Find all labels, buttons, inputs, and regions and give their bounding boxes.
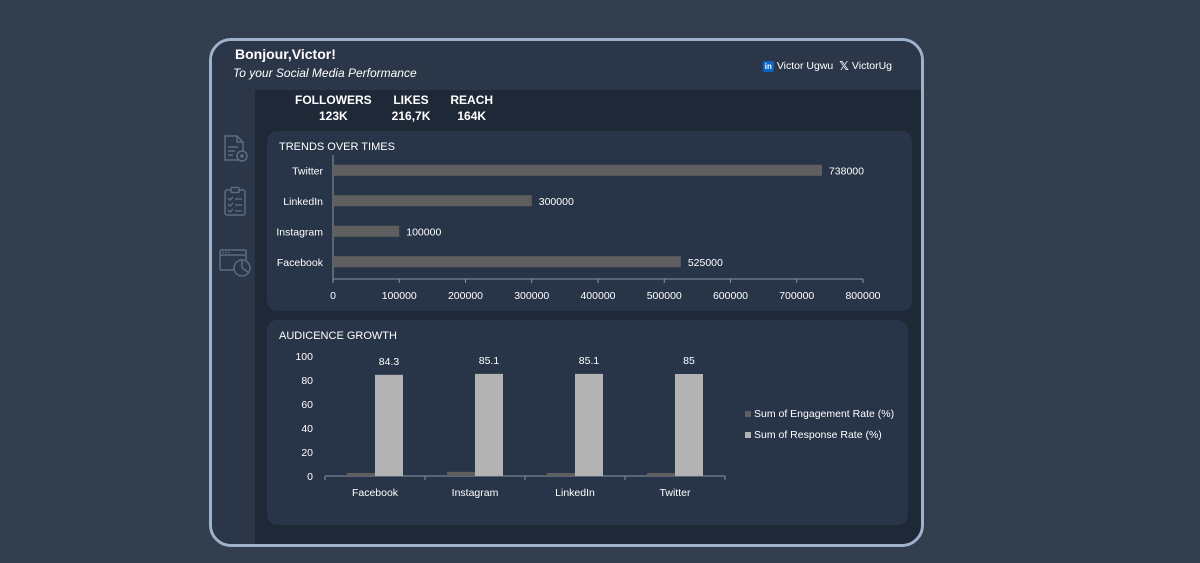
- y-tick-label: 100: [295, 351, 313, 363]
- engagement-bar: [347, 473, 375, 476]
- response-bar: [575, 373, 603, 476]
- greeting-title: Bonjour,Victor!: [235, 46, 336, 62]
- category-label: Twitter: [292, 165, 323, 177]
- x-tick-label: 100000: [382, 290, 417, 302]
- data-label: 300000: [539, 196, 574, 208]
- kpi-label: REACH: [450, 93, 494, 107]
- sidebar: [212, 90, 255, 544]
- data-label: 525000: [688, 257, 723, 269]
- engagement-bar: [647, 473, 675, 476]
- bar: [333, 195, 532, 207]
- y-tick-label: 0: [307, 471, 313, 483]
- bar: [333, 164, 822, 176]
- category-label: LinkedIn: [283, 196, 323, 208]
- kpi-value: 216,7K: [391, 109, 431, 123]
- clipboard-checklist-icon[interactable]: [220, 186, 250, 218]
- legend-label: Sum of Engagement Rate (%): [754, 408, 894, 420]
- legend-label: Sum of Response Rate (%): [754, 429, 882, 441]
- response-bar: [375, 374, 403, 476]
- legend-swatch: [745, 411, 751, 417]
- trends-title: TRENDS OVER TIMES: [279, 141, 395, 153]
- data-label: 85.1: [479, 355, 500, 367]
- legend-swatch: [745, 432, 751, 438]
- kpi-label: FOLLOWERS: [295, 93, 372, 107]
- kpi-row: FOLLOWERS 123K LIKES 216,7K REACH 164K: [295, 92, 493, 124]
- y-tick-label: 80: [301, 375, 313, 387]
- x-icon[interactable]: 𝕏: [839, 59, 849, 73]
- x-tick-label: 600000: [713, 290, 748, 302]
- data-label: 85.1: [579, 355, 600, 367]
- kpi-label: LIKES: [393, 93, 429, 107]
- data-label: 738000: [829, 165, 864, 177]
- y-tick-label: 20: [301, 447, 313, 459]
- dashboard-frame: Bonjour,Victor! To your Social Media Per…: [209, 38, 924, 547]
- kpi-reach: REACH 164K: [450, 92, 493, 124]
- social-links: in Victor Ugwu 𝕏 VictorUg: [762, 59, 892, 73]
- chart-window-icon[interactable]: [218, 246, 252, 278]
- response-bar: [675, 374, 703, 476]
- kpi-value: 164K: [457, 109, 487, 123]
- linkedin-name[interactable]: Victor Ugwu: [776, 60, 834, 72]
- kpi-followers: FOLLOWERS 123K: [295, 92, 372, 124]
- category-label: Facebook: [277, 257, 324, 269]
- x-tick-label: 800000: [845, 290, 880, 302]
- x-tick-label: 400000: [580, 290, 615, 302]
- engagement-bar: [447, 471, 475, 476]
- data-label: 85: [683, 355, 695, 367]
- bar: [333, 256, 681, 268]
- data-label: 100000: [406, 226, 441, 238]
- category-label: Instagram: [452, 487, 499, 499]
- document-settings-icon[interactable]: [220, 134, 250, 166]
- category-label: Twitter: [660, 487, 691, 499]
- response-bar: [475, 373, 503, 476]
- bar: [333, 225, 400, 237]
- y-tick-label: 40: [301, 423, 313, 435]
- category-label: LinkedIn: [555, 487, 595, 499]
- main-content: FOLLOWERS 123K LIKES 216,7K REACH 164K T…: [255, 90, 921, 544]
- trends-card: TRENDS OVER TIMES Twitter 738000 LinkedIn 3…: [267, 131, 912, 311]
- x-tick-label: 0: [330, 290, 336, 302]
- y-tick-label: 60: [301, 399, 313, 411]
- kpi-likes: LIKES 216,7K: [392, 92, 431, 124]
- dashboard-header: Bonjour,Victor! To your Social Media Per…: [212, 41, 921, 90]
- data-label: 84.3: [379, 356, 400, 368]
- trends-chart: Twitter 738000 LinkedIn 300000 Instagram 1000…: [276, 155, 881, 302]
- x-tick-label: 700000: [779, 290, 814, 302]
- x-tick-label: 500000: [647, 290, 682, 302]
- greeting-subtitle: To your Social Media Performance: [233, 66, 417, 80]
- engagement-bar: [547, 473, 575, 476]
- growth-card: AUDICENCE GROWTH 0 20 40 60 80 100 84.3 Faceboo…: [267, 320, 908, 525]
- growth-title: AUDICENCE GROWTH: [279, 330, 397, 342]
- kpi-value: 123K: [318, 109, 348, 123]
- category-label: Instagram: [276, 226, 323, 238]
- x-tick-label: 300000: [514, 290, 549, 302]
- growth-chart: 0 20 40 60 80 100 84.3 Facebook 85.1 Instagram 85.…: [295, 351, 894, 499]
- linkedin-icon[interactable]: in: [762, 60, 774, 72]
- x-tick-label: 200000: [448, 290, 483, 302]
- x-name[interactable]: VictorUg: [851, 60, 892, 72]
- category-label: Facebook: [352, 487, 399, 499]
